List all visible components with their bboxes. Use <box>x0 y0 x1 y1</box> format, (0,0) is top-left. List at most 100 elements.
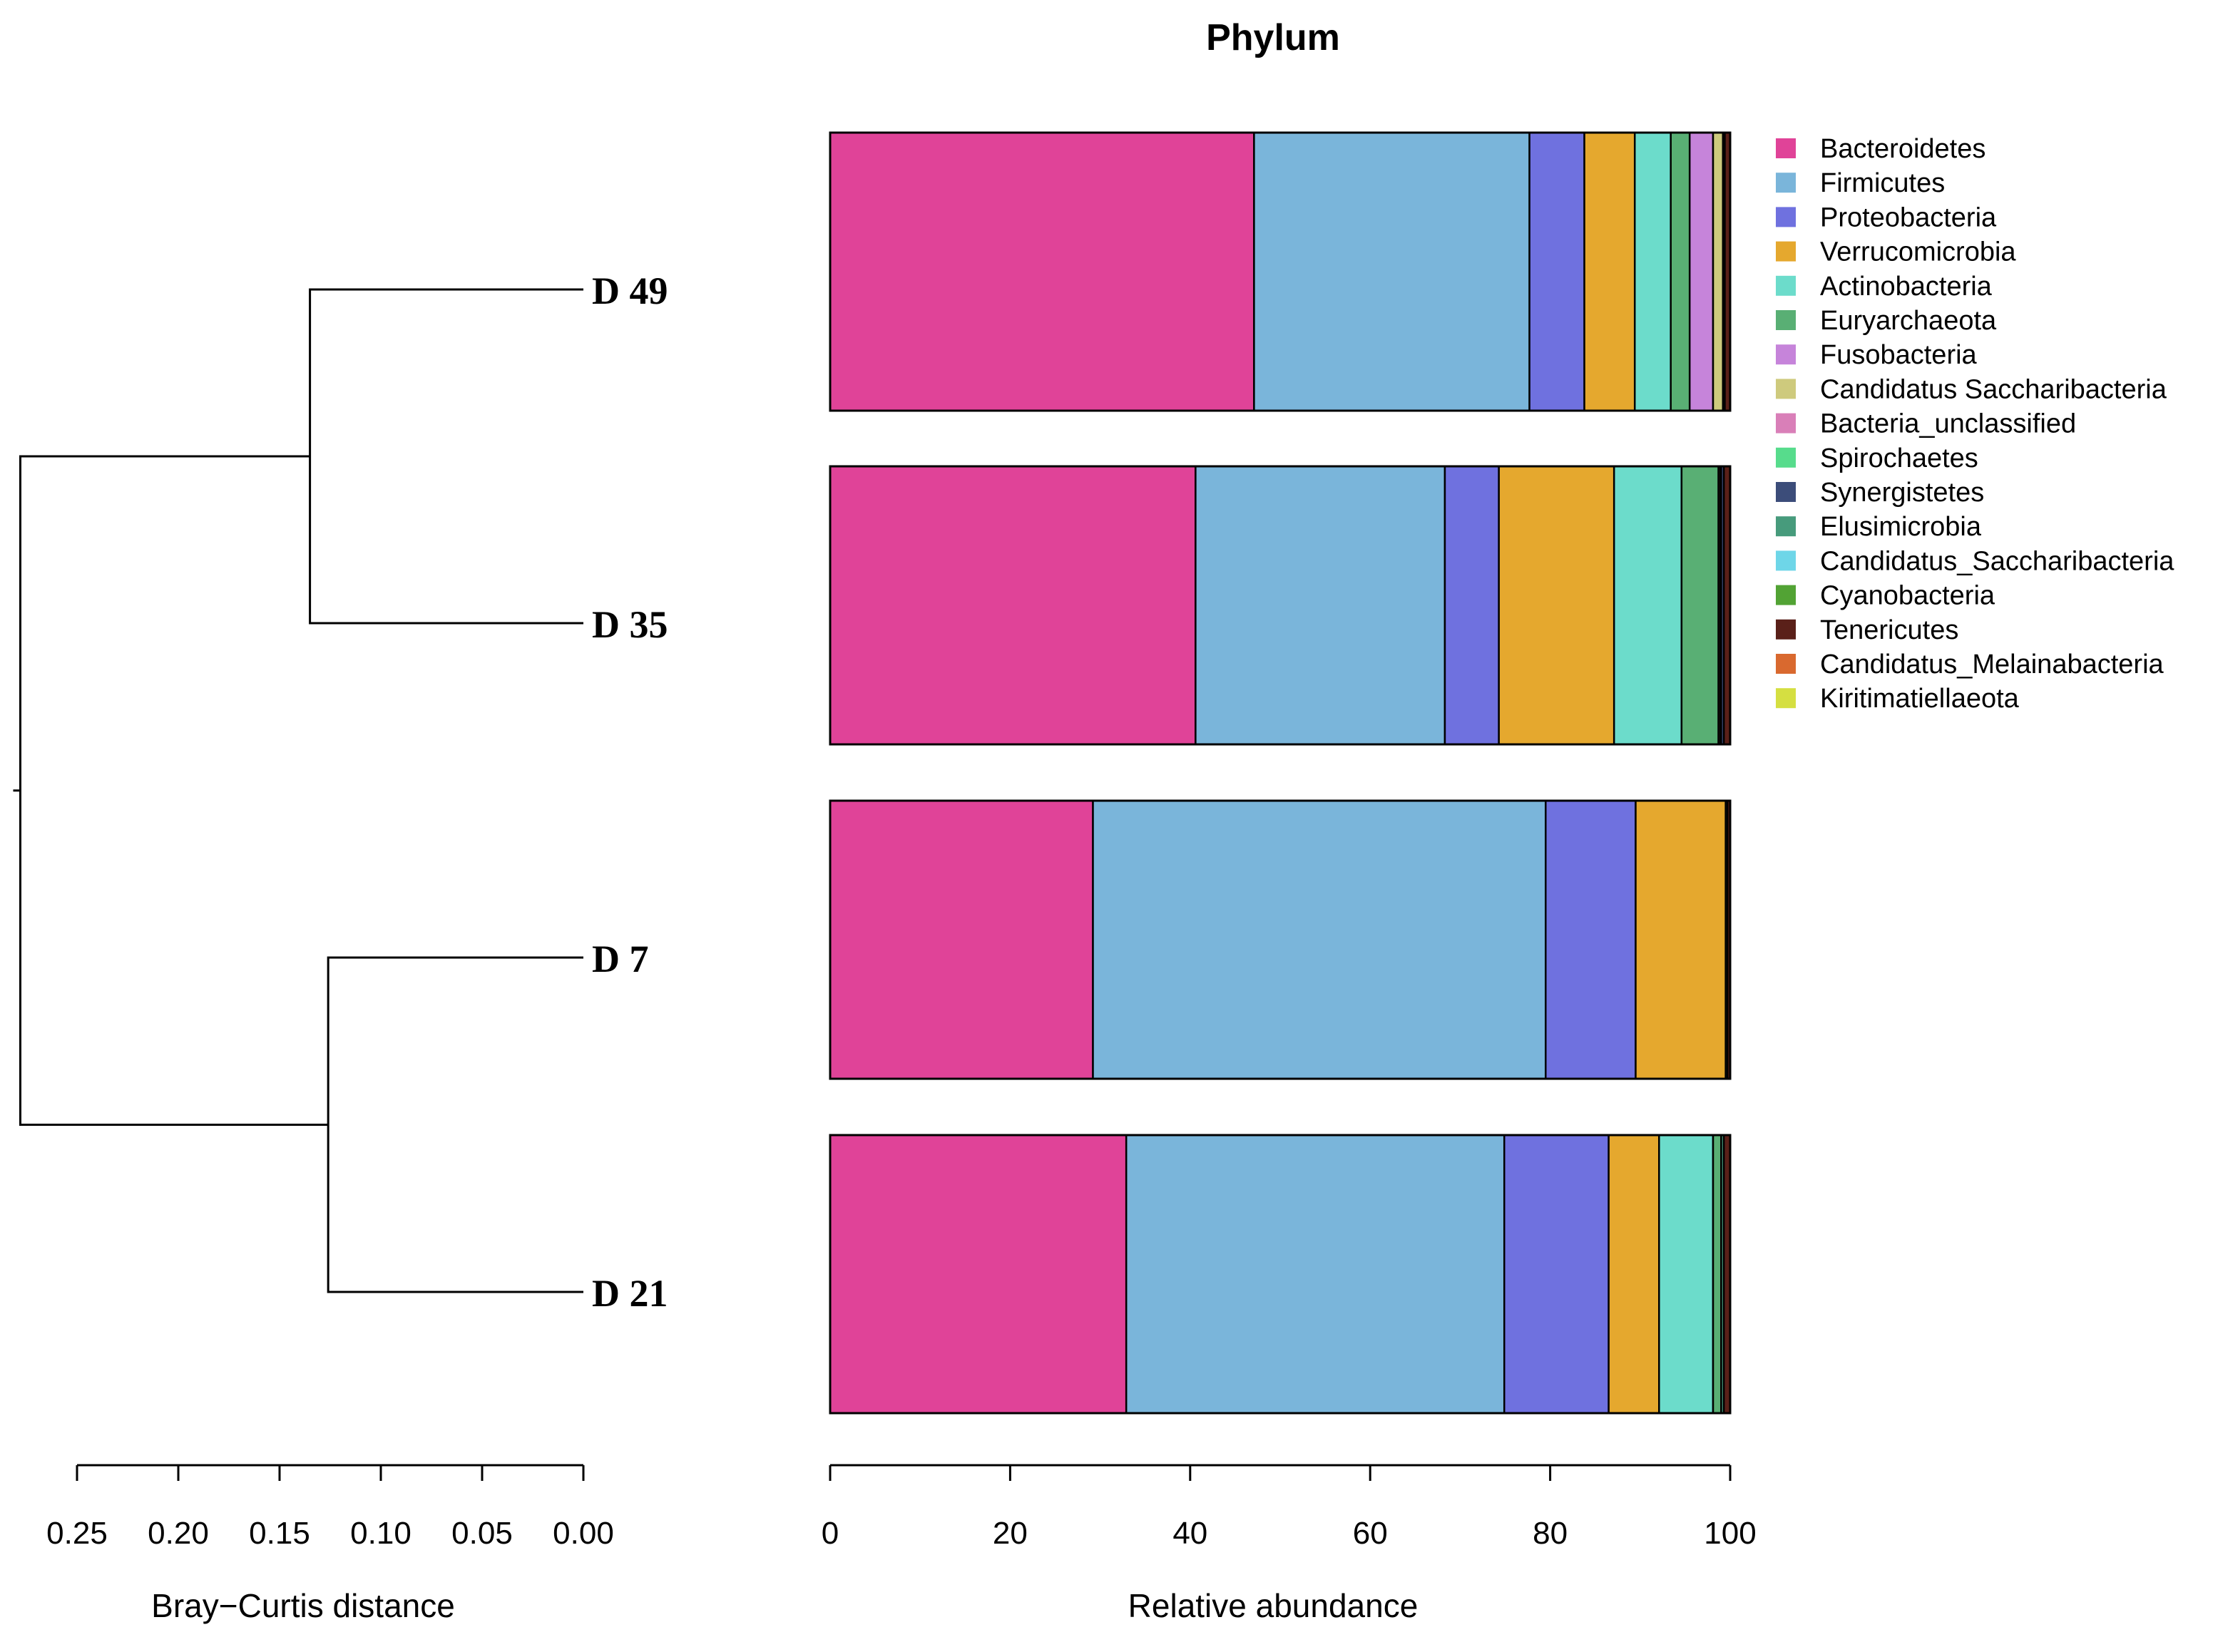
dendrogram-x-axis-title: Bray−Curtis distance <box>151 1587 455 1624</box>
dendrogram-branch <box>19 455 329 1126</box>
legend-label: Verrucomicrobia <box>1820 237 2016 267</box>
legend-swatch <box>1776 275 1796 296</box>
legend-swatch <box>1776 138 1796 158</box>
dendrogram-axis-tick-label: 0.00 <box>553 1516 614 1551</box>
legend-item-tenericutes: Tenericutes <box>1776 615 1958 645</box>
leaf-label-d-7: D 7 <box>592 938 649 980</box>
legend-label: Elusimicrobia <box>1820 512 1982 542</box>
legend-label: Spirochaetes <box>1820 443 1978 473</box>
legend-label: Cyanobacteria <box>1820 581 1995 611</box>
legend-swatch <box>1776 344 1796 365</box>
legend-label: Candidatus_Saccharibacteria <box>1820 546 2174 576</box>
legend: Bacteroidetes Firmicutes Proteobacteria Ver… <box>1776 134 2174 714</box>
legend-item-synergistetes: Synergistetes <box>1776 478 1984 508</box>
legend-swatch <box>1776 379 1796 399</box>
chart-title: Phylum <box>1206 17 1340 58</box>
legend-item-cyanobacteria: Cyanobacteria <box>1776 581 1995 611</box>
bar-axis-tick-label: 60 <box>1353 1516 1388 1551</box>
bar-segment-verrucomicrobia <box>1608 1134 1660 1415</box>
bar-segment-firmicutes <box>1092 799 1547 1080</box>
legend-label: Firmicutes <box>1820 168 1945 198</box>
legend-swatch <box>1776 654 1796 674</box>
bar-axis-tick-label: 80 <box>1533 1516 1568 1551</box>
dendrogram-branch <box>309 288 583 625</box>
legend-label: Proteobacteria <box>1820 202 1997 232</box>
dendrogram-axis-tick-label: 0.25 <box>46 1516 108 1551</box>
bar-d-21 <box>829 1134 1732 1415</box>
leaf-label-d-35: D 35 <box>592 603 668 646</box>
legend-item-actinobacteria: Actinobacteria <box>1776 272 1993 302</box>
legend-swatch <box>1776 173 1796 193</box>
bar-segment-euryarchaeota <box>1680 465 1719 746</box>
dendrogram-branch <box>327 956 583 1293</box>
legend-label: Synergistetes <box>1820 478 1984 508</box>
legend-swatch <box>1776 550 1796 571</box>
bar-d-7 <box>829 799 1732 1080</box>
legend-label: Bacteroidetes <box>1820 134 1985 164</box>
legend-label: Bacteria_unclassified <box>1820 409 2076 439</box>
legend-item-candidatus-melainabacteria: Candidatus_Melainabacteria <box>1776 650 2165 679</box>
bar-outline <box>829 1134 1732 1415</box>
bar-axis-tick-label: 100 <box>1704 1516 1756 1551</box>
legend-item-candidatus-saccharibacteria: Candidatus_Saccharibacteria <box>1776 546 2174 576</box>
legend-swatch <box>1776 688 1796 709</box>
bar-segment-bacteroidetes <box>829 131 1255 412</box>
bar-d-35 <box>829 465 1732 746</box>
legend-item-bacteria-unclassified: Bacteria_unclassified <box>1776 409 2076 439</box>
legend-swatch <box>1776 447 1796 468</box>
bar-segment-firmicutes <box>1125 1134 1506 1415</box>
legend-item-spirochaetes: Spirochaetes <box>1776 443 1978 473</box>
bar-segment-actinobacteria <box>1658 1134 1714 1415</box>
legend-label: Candidatus_Melainabacteria <box>1820 650 2165 679</box>
legend-item-proteobacteria: Proteobacteria <box>1776 202 1997 232</box>
legend-label: Kiritimatiellaeota <box>1820 684 2020 714</box>
bar-axis-tick-label: 40 <box>1172 1516 1207 1551</box>
bar-axis-tick-label: 0 <box>822 1516 839 1551</box>
legend-item-elusimicrobia: Elusimicrobia <box>1776 512 1982 542</box>
legend-swatch <box>1776 619 1796 640</box>
dendrogram-x-axis: 0.25 0.20 0.15 0.10 0.05 0.00 <box>46 1464 614 1551</box>
legend-item-bacteroidetes: Bacteroidetes <box>1776 134 1985 164</box>
bar-x-axis: 0 20 40 60 80 100 <box>822 1464 1757 1551</box>
bar-segment-proteobacteria <box>1443 465 1500 746</box>
legend-label: Fusobacteria <box>1820 340 1978 370</box>
legend-label: Euryarchaeota <box>1820 306 1997 336</box>
legend-swatch <box>1776 413 1796 433</box>
legend-item-verrucomicrobia: Verrucomicrobia <box>1776 237 2016 267</box>
stacked-bars <box>829 131 1732 1415</box>
leaf-label-d-49: D 49 <box>592 270 668 312</box>
bar-segment-candidatus-saccharibacteria <box>1712 131 1724 412</box>
legend-label: Candidatus Saccharibacteria <box>1820 374 2167 404</box>
dendrogram-axis-tick-label: 0.15 <box>249 1516 310 1551</box>
bar-segment-verrucomicrobia <box>1635 799 1727 1080</box>
bar-segment-firmicutes <box>1195 465 1446 746</box>
bar-d-49 <box>829 131 1732 412</box>
bar-outline <box>829 465 1732 746</box>
dendrogram-axis-tick-label: 0.20 <box>148 1516 209 1551</box>
dendrogram-leaf-labels: D 49 D 35 D 7 D 21 <box>592 270 668 1315</box>
legend-swatch <box>1776 585 1796 605</box>
legend-swatch <box>1776 310 1796 330</box>
legend-swatch <box>1776 482 1796 502</box>
legend-item-kiritimatiellaeota: Kiritimatiellaeota <box>1776 684 2020 714</box>
bar-outline <box>829 131 1732 412</box>
bar-segment-fusobacteria <box>1688 131 1714 412</box>
bar-axis-tick-label: 20 <box>993 1516 1028 1551</box>
bar-segment-bacteroidetes <box>829 465 1197 746</box>
bar-segment-euryarchaeota <box>1670 131 1691 412</box>
legend-item-fusobacteria: Fusobacteria <box>1776 340 1978 370</box>
bar-outline <box>829 799 1732 1080</box>
bar-segment-actinobacteria <box>1613 465 1683 746</box>
legend-item-firmicutes: Firmicutes <box>1776 168 1945 198</box>
bar-segment-verrucomicrobia <box>1498 465 1615 746</box>
legend-swatch <box>1776 241 1796 262</box>
leaf-label-d-21: D 21 <box>592 1272 668 1315</box>
bar-segment-proteobacteria <box>1545 799 1637 1080</box>
dendrogram <box>13 288 583 1293</box>
legend-item-euryarchaeota: Euryarchaeota <box>1776 306 1997 336</box>
bar-segment-actinobacteria <box>1633 131 1672 412</box>
legend-label: Tenericutes <box>1820 615 1958 645</box>
legend-label: Actinobacteria <box>1820 272 1993 302</box>
bar-segment-bacteroidetes <box>829 799 1094 1080</box>
